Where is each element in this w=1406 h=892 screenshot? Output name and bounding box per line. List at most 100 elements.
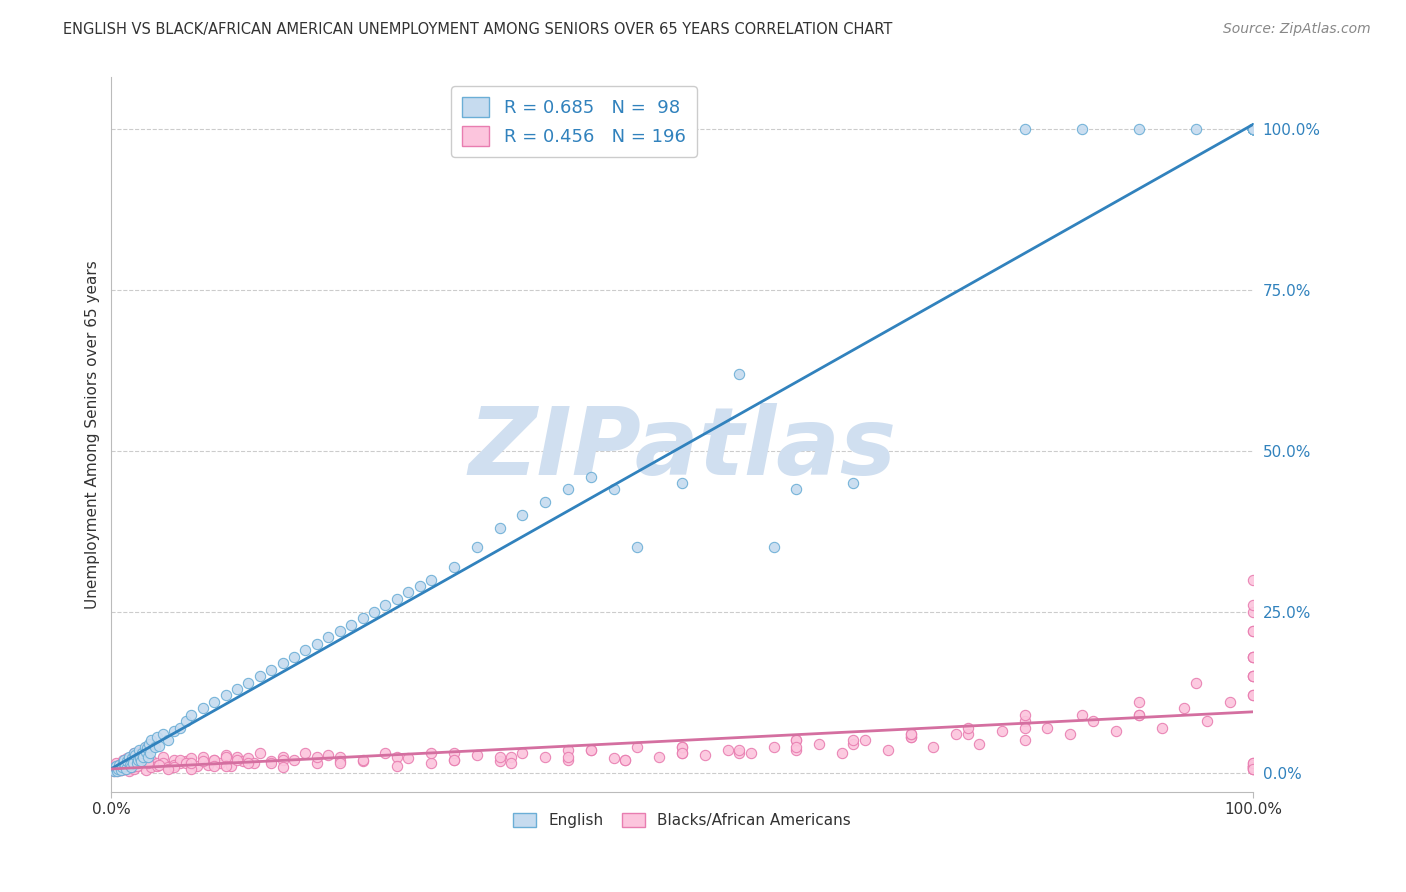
- Point: [1128, 707, 1150, 722]
- Point: [1036, 721, 1059, 735]
- Point: [111, 753, 134, 767]
- Point: [1241, 122, 1264, 136]
- Point: [202, 753, 225, 767]
- Point: [1241, 762, 1264, 776]
- Point: [232, 754, 254, 768]
- Point: [120, 760, 142, 774]
- Point: [111, 760, 134, 774]
- Point: [104, 763, 127, 777]
- Point: [208, 756, 231, 770]
- Point: [785, 733, 807, 747]
- Point: [557, 753, 579, 767]
- Point: [1241, 669, 1264, 683]
- Point: [1014, 707, 1036, 722]
- Point: [1241, 122, 1264, 136]
- Point: [340, 617, 363, 632]
- Point: [1070, 122, 1092, 136]
- Point: [124, 749, 146, 764]
- Point: [134, 751, 156, 765]
- Point: [169, 756, 191, 770]
- Point: [1241, 624, 1264, 638]
- Text: ENGLISH VS BLACK/AFRICAN AMERICAN UNEMPLOYMENT AMONG SENIORS OVER 65 YEARS CORRE: ENGLISH VS BLACK/AFRICAN AMERICAN UNEMPL…: [63, 22, 893, 37]
- Point: [214, 759, 236, 773]
- Point: [117, 754, 139, 768]
- Point: [785, 733, 807, 747]
- Point: [1241, 689, 1264, 703]
- Point: [191, 754, 214, 768]
- Point: [249, 747, 271, 761]
- Point: [111, 760, 134, 774]
- Point: [1241, 759, 1264, 773]
- Point: [1241, 669, 1264, 683]
- Point: [101, 763, 124, 777]
- Point: [122, 762, 145, 776]
- Point: [271, 657, 294, 671]
- Point: [105, 764, 128, 778]
- Point: [785, 483, 807, 497]
- Point: [271, 753, 294, 767]
- Point: [180, 707, 202, 722]
- Point: [157, 763, 180, 777]
- Point: [717, 743, 740, 757]
- Point: [104, 763, 127, 777]
- Point: [1241, 122, 1264, 136]
- Point: [579, 743, 602, 757]
- Point: [991, 723, 1014, 738]
- Point: [728, 367, 751, 381]
- Point: [127, 753, 149, 767]
- Point: [1241, 122, 1264, 136]
- Point: [443, 753, 465, 767]
- Point: [283, 649, 305, 664]
- Point: [1059, 727, 1081, 741]
- Point: [108, 760, 131, 774]
- Point: [1241, 649, 1264, 664]
- Point: [900, 727, 922, 741]
- Point: [853, 733, 876, 747]
- Point: [157, 760, 180, 774]
- Point: [108, 758, 131, 772]
- Point: [283, 753, 305, 767]
- Point: [214, 749, 236, 764]
- Point: [169, 753, 191, 767]
- Point: [396, 585, 419, 599]
- Point: [842, 737, 865, 751]
- Point: [152, 756, 174, 770]
- Point: [112, 753, 135, 767]
- Point: [238, 675, 260, 690]
- Point: [1219, 695, 1241, 709]
- Point: [105, 764, 128, 779]
- Point: [136, 756, 159, 770]
- Point: [900, 731, 922, 745]
- Point: [1197, 714, 1219, 728]
- Point: [967, 737, 990, 751]
- Point: [785, 739, 807, 754]
- Point: [352, 754, 374, 768]
- Point: [114, 759, 136, 773]
- Point: [443, 747, 465, 761]
- Point: [202, 759, 225, 773]
- Point: [202, 753, 225, 767]
- Point: [157, 759, 180, 773]
- Point: [1241, 122, 1264, 136]
- Point: [108, 758, 131, 772]
- Point: [135, 745, 157, 759]
- Point: [352, 611, 374, 625]
- Point: [876, 743, 898, 757]
- Point: [118, 758, 141, 772]
- Point: [120, 756, 142, 770]
- Point: [122, 747, 145, 761]
- Point: [614, 753, 637, 767]
- Point: [1241, 763, 1264, 777]
- Point: [146, 756, 169, 770]
- Point: [294, 747, 316, 761]
- Point: [900, 731, 922, 745]
- Point: [374, 747, 396, 761]
- Point: [110, 763, 132, 777]
- Point: [1241, 122, 1264, 136]
- Point: [1241, 122, 1264, 136]
- Point: [329, 756, 352, 770]
- Point: [318, 631, 340, 645]
- Point: [465, 747, 488, 762]
- Point: [143, 739, 166, 754]
- Point: [115, 759, 138, 773]
